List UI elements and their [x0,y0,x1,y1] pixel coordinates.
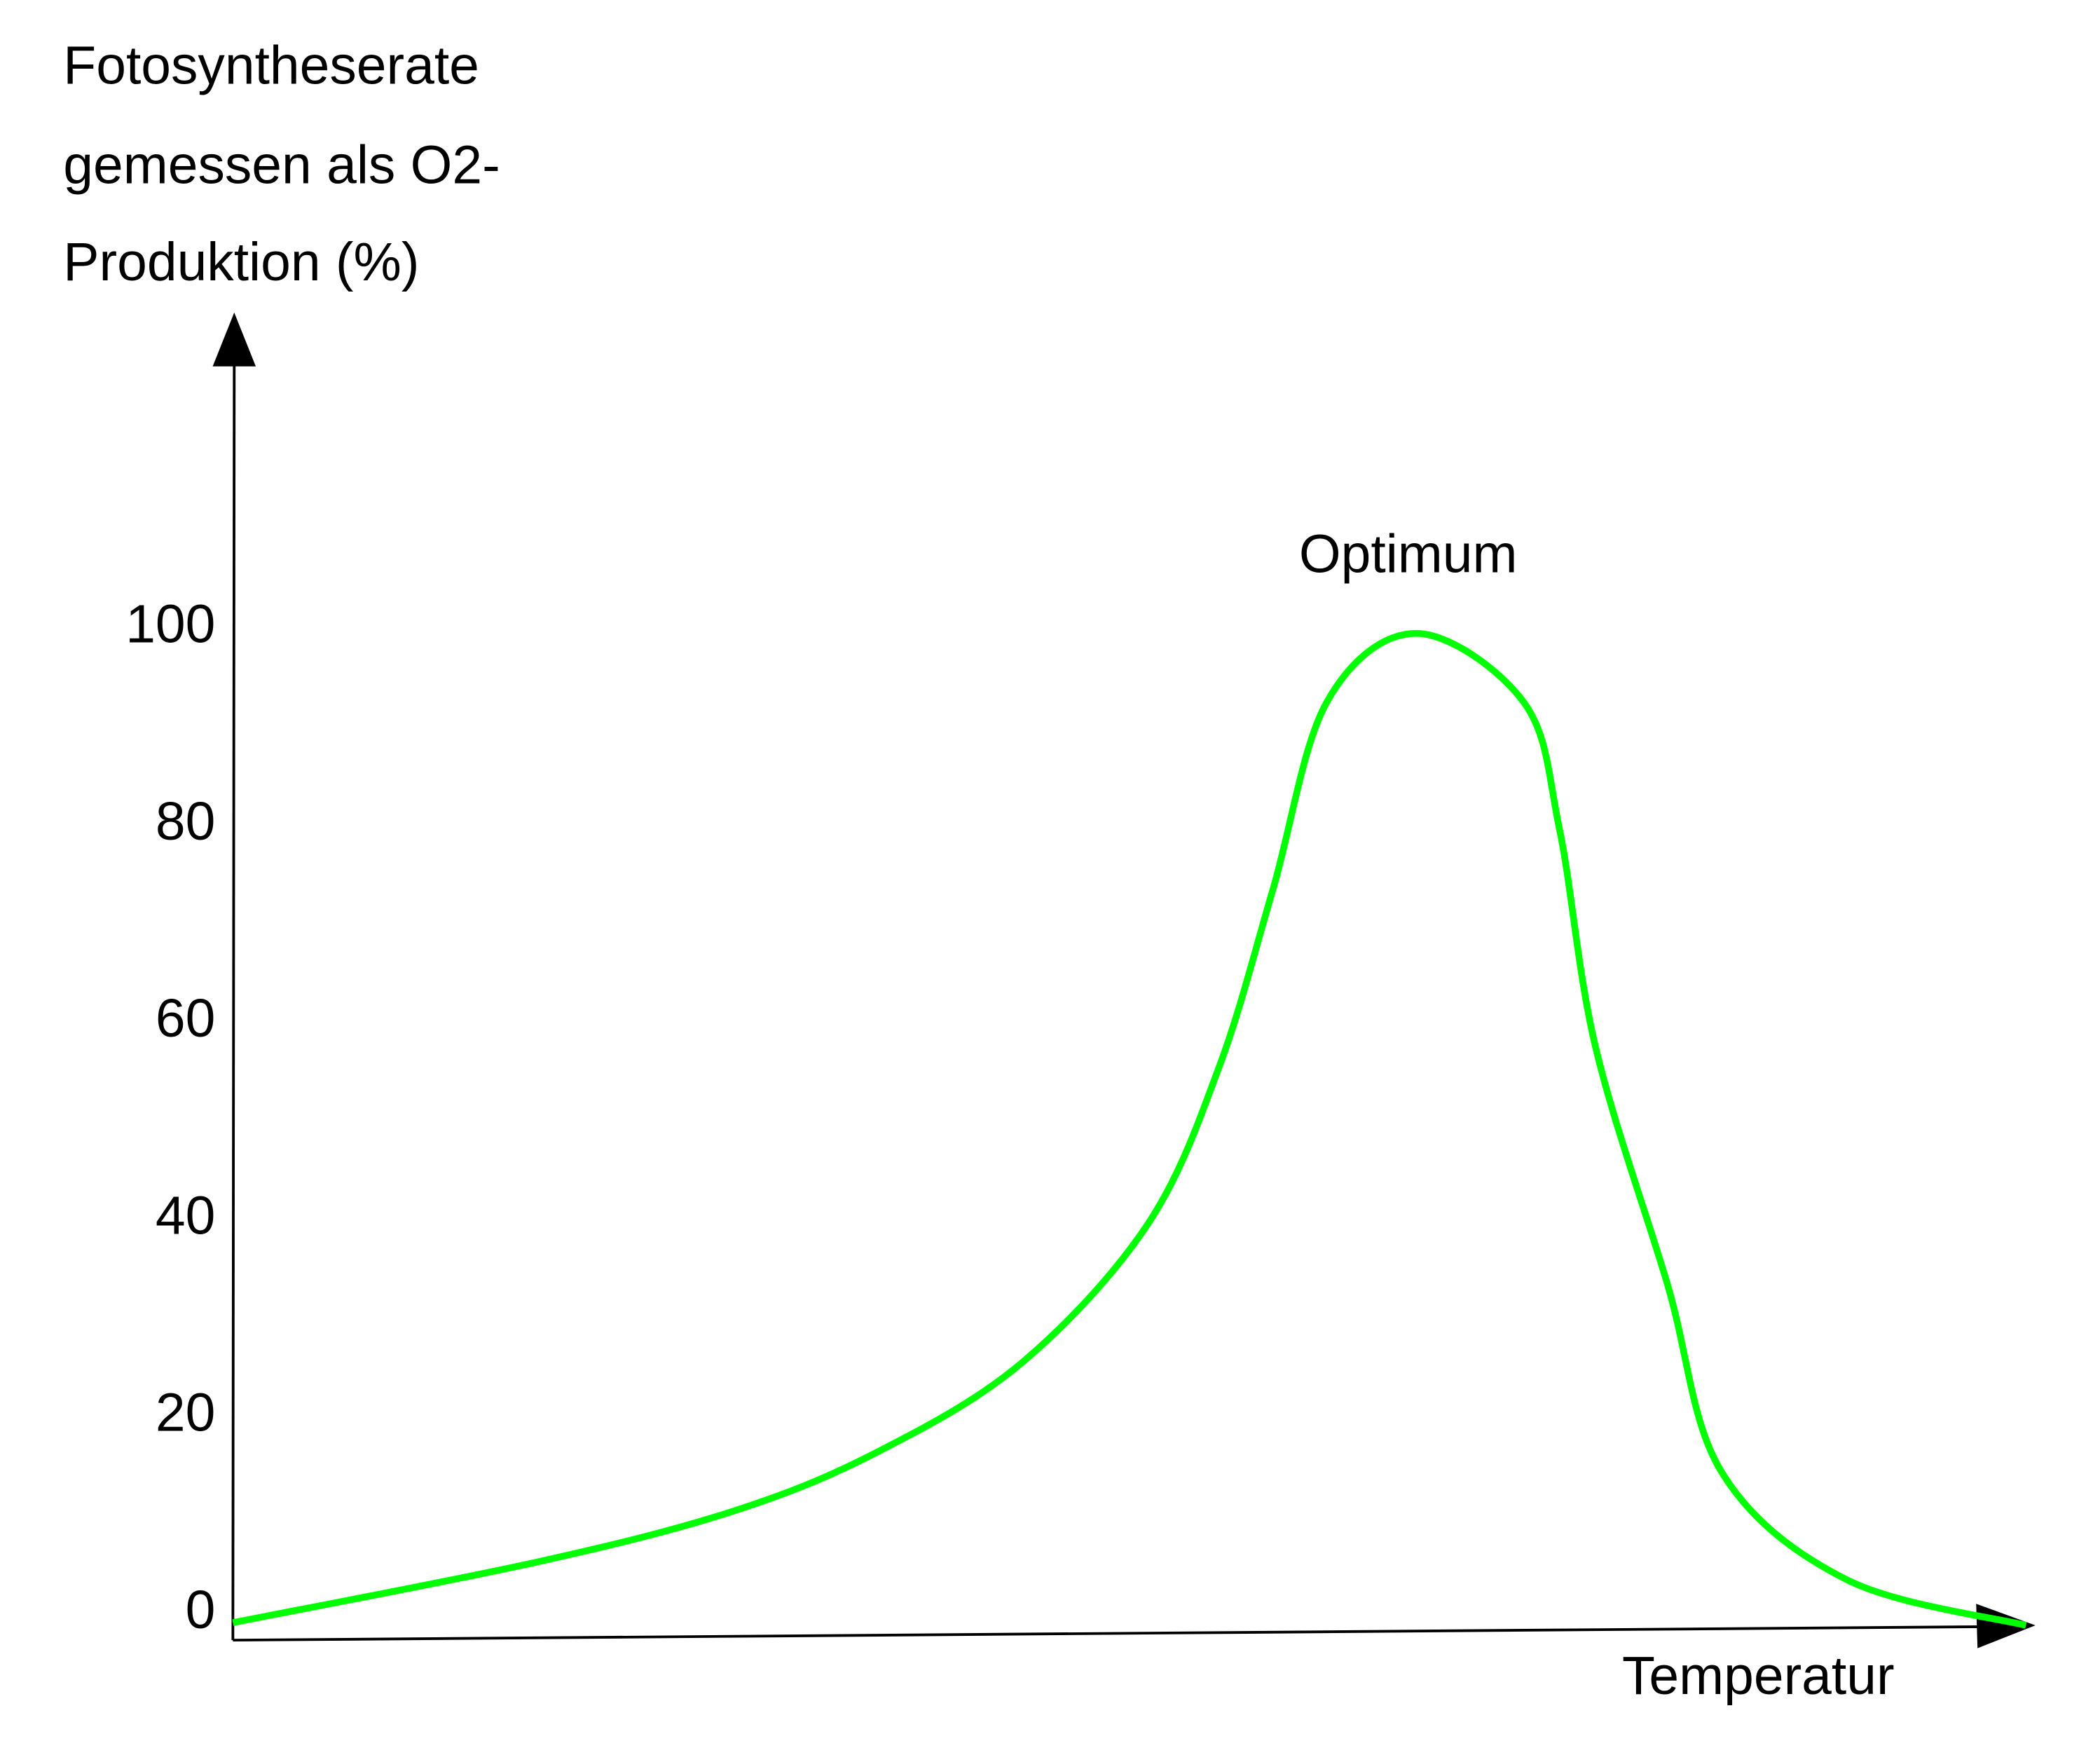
x-axis [233,1625,1986,1642]
y-axis-label-line-3: Produktion (%) [63,232,419,292]
y-tick-label: 60 [156,988,215,1049]
y-tick-label: 40 [156,1185,215,1245]
y-tick-label: 100 [125,594,215,655]
y-tick-label: 0 [186,1580,216,1640]
y-axis [231,353,236,1641]
y-axis-arrowhead [212,312,256,367]
y-axis-label-line-1: Fotosyntheserate [63,35,479,95]
y-tick-label: 80 [156,791,215,852]
x-axis-label: Temperatur [1622,1646,1895,1706]
series-line [232,629,2027,1629]
y-tick-label: 20 [156,1383,215,1443]
optimum-annotation: Optimum [1299,524,1518,585]
y-axis-label-line-2: gemessen als O2- [63,135,500,195]
x-axis-arrowhead [1976,1604,2036,1648]
